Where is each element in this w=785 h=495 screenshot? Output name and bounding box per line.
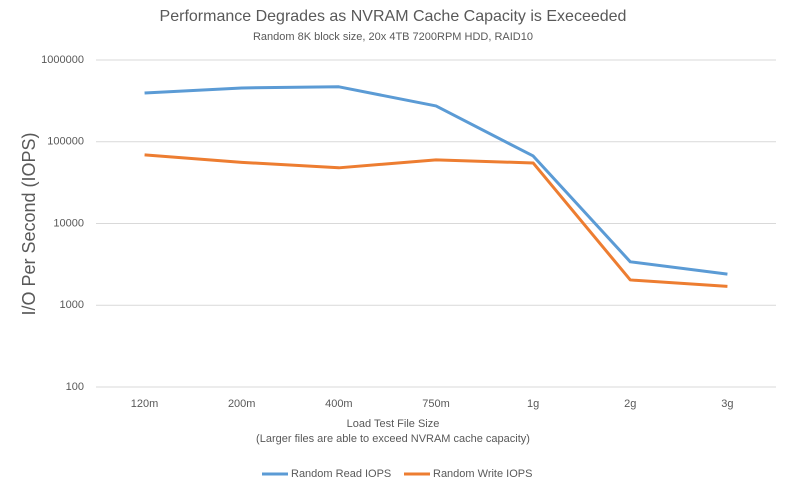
x-tick-label: 3g bbox=[721, 398, 733, 410]
x-tick-label: 200m bbox=[228, 398, 256, 410]
y-axis-title: I/O Per Second (IOPS) bbox=[19, 132, 39, 315]
x-tick-label: 120m bbox=[131, 398, 159, 410]
data-line bbox=[144, 85, 728, 276]
data-line bbox=[144, 153, 728, 288]
x-axis-title: Load Test File Size bbox=[347, 418, 440, 430]
chart-subtitle: Random 8K block size, 20x 4TB 7200RPM HD… bbox=[253, 31, 533, 43]
y-tick-label: 100 bbox=[66, 381, 84, 393]
y-tick-label: 1000 bbox=[60, 299, 84, 311]
legend-label: Random Write IOPS bbox=[433, 468, 532, 480]
x-tick-label: 1g bbox=[527, 398, 539, 410]
y-tick-label: 1000000 bbox=[41, 54, 84, 66]
y-tick-label: 10000 bbox=[53, 217, 84, 229]
x-tick-label: 2g bbox=[624, 398, 636, 410]
legend-label: Random Read IOPS bbox=[291, 468, 391, 480]
chart-title: Performance Degrades as NVRAM Cache Capa… bbox=[160, 8, 627, 25]
x-tick-label: 750m bbox=[422, 398, 450, 410]
y-tick-label: 100000 bbox=[47, 136, 84, 148]
x-axis-title: (Larger files are able to exceed NVRAM c… bbox=[256, 433, 530, 445]
x-tick-label: 400m bbox=[325, 398, 353, 410]
